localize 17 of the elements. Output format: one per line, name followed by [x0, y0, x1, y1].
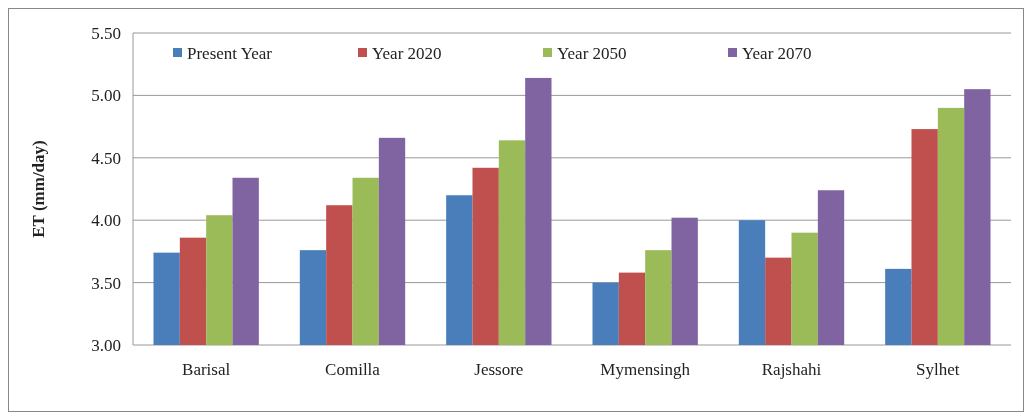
- legend-label: Present Year: [187, 43, 273, 63]
- x-tick-label: Comilla: [325, 360, 381, 379]
- legend-label: Year 2050: [557, 43, 627, 63]
- y-tick-label: 5.50: [91, 23, 121, 43]
- x-tick-label: Barisal: [182, 360, 231, 379]
- y-axis-title: ET (mm/day): [29, 140, 48, 238]
- y-tick-label: 4.00: [91, 211, 121, 231]
- x-tick-label: Jessore: [474, 360, 524, 379]
- y-tick-label: 5.00: [91, 86, 121, 106]
- x-tick-label: Mymensingh: [600, 360, 691, 379]
- y-tick-label: 4.50: [91, 148, 121, 168]
- y-tick-label: 3.00: [91, 335, 121, 355]
- x-tick-label: Sylhet: [916, 360, 960, 379]
- legend-label: Year 2020: [372, 43, 442, 63]
- x-tick-label: Rajshahi: [761, 360, 822, 379]
- legend-label: Year 2070: [742, 43, 812, 63]
- y-tick-label: 3.50: [91, 273, 121, 293]
